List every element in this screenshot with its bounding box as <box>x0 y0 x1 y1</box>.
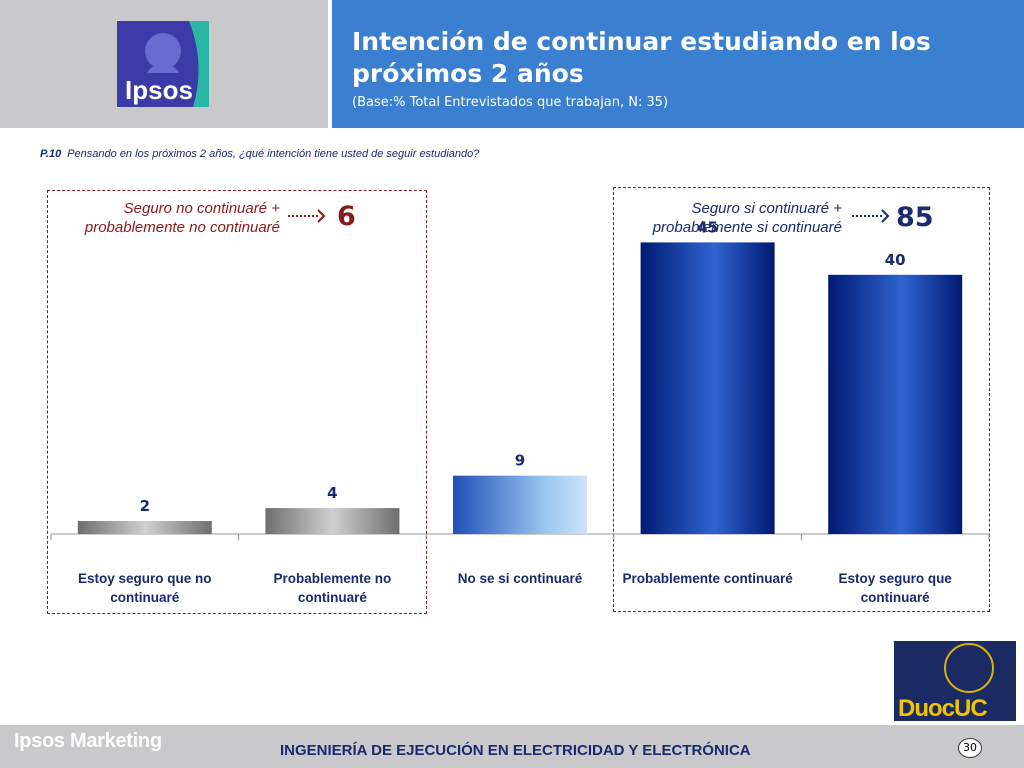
bar-value-label-2: 9 <box>515 452 525 470</box>
x-tick-label-3: Probablemente continuaré <box>622 571 793 586</box>
positive-group-total: 85 <box>896 202 934 233</box>
x-tick-label-4: Estoy seguro que continuaré <box>838 571 952 605</box>
page-title: Intención de continuar estudiando en los… <box>352 27 931 88</box>
positive-group-box <box>613 187 990 612</box>
header-divider <box>328 0 332 128</box>
ipsos-logo: Ipsos <box>117 21 209 107</box>
positive-group-label: Seguro si continuaré + probablemente si … <box>652 200 842 236</box>
footer-bar <box>0 725 1024 768</box>
bar-value-label-4: 40 <box>885 251 906 269</box>
question-code: P.10 <box>40 148 62 160</box>
bar-2 <box>453 475 587 534</box>
negative-arrow-icon <box>288 209 326 223</box>
x-tick-label-2: No se si continuaré <box>457 571 583 586</box>
x-tick-label-1: Probablemente no continuaré <box>273 571 392 605</box>
bar-3 <box>640 242 775 534</box>
bar-value-label-1: 4 <box>327 484 337 502</box>
question-text: Pensando en los próximos 2 años, ¿qué in… <box>67 148 480 160</box>
duocuc-seal-icon <box>944 643 994 693</box>
question-line: P.10 Pensando en los próximos 2 años, ¿qu… <box>40 148 479 160</box>
positive-arrow-icon <box>852 209 890 223</box>
duocuc-logo-text: DuocUC <box>898 695 988 722</box>
bar-value-label-0: 2 <box>140 497 150 515</box>
negative-group-label: Seguro no continuaré + probablemente no … <box>84 200 280 236</box>
negative-group-total: 6 <box>337 201 356 232</box>
header-title-panel <box>332 0 1024 128</box>
bar-value-label-3: 45 <box>697 218 718 236</box>
page-subtitle: (Base:% Total Entrevistados que trabajan… <box>352 95 669 110</box>
bar-4 <box>828 274 963 534</box>
x-tick-label-0: Estoy seguro que no continuaré <box>78 571 212 605</box>
page-number: 30 <box>958 738 982 758</box>
bar-0 <box>77 521 212 534</box>
ipsos-logo-text: Ipsos <box>125 75 193 105</box>
bar-1 <box>265 508 400 534</box>
negative-group-box <box>47 190 427 614</box>
footer-text: INGENIERÍA DE EJECUCIÓN EN ELECTRICIDAD … <box>280 742 751 759</box>
footer-brand: Ipsos Marketing <box>14 730 162 752</box>
